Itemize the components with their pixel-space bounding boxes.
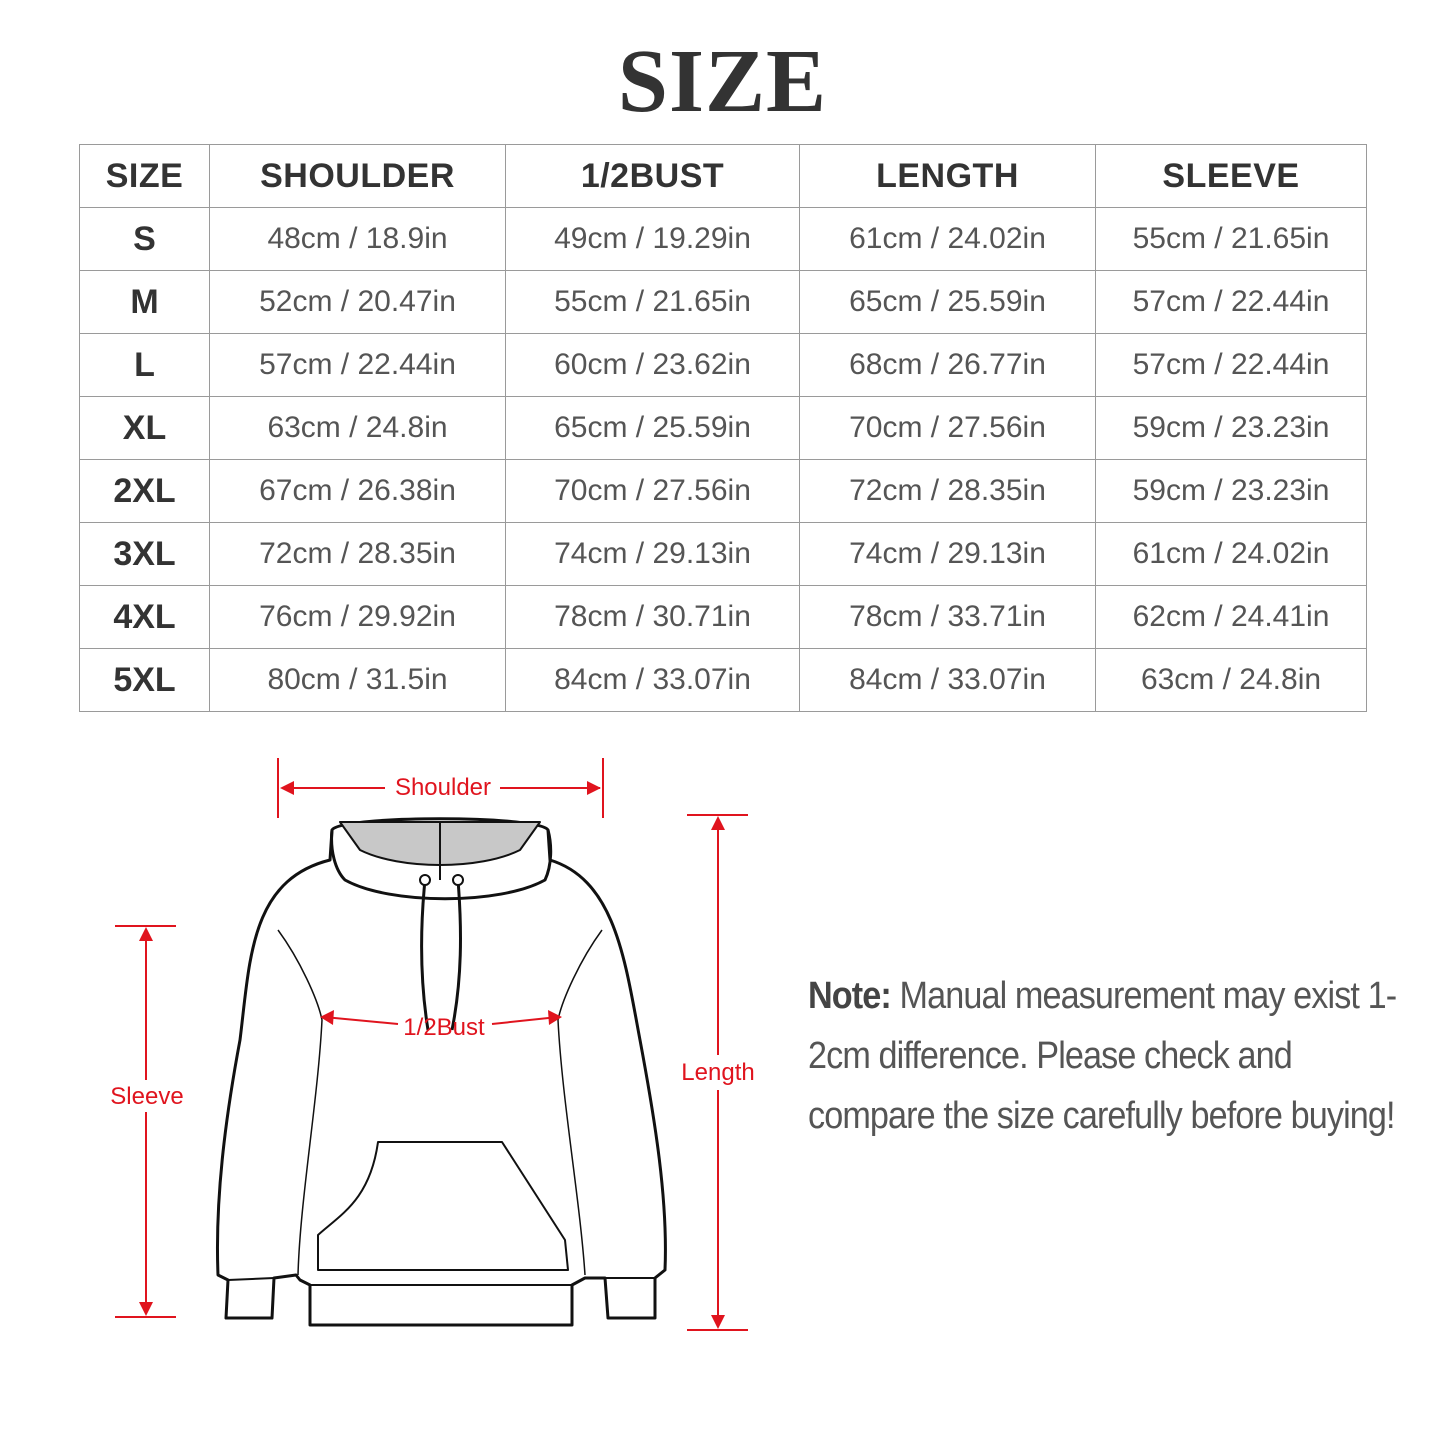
note-label: Note: bbox=[808, 975, 892, 1017]
cell-shoulder: 48cm / 18.9in bbox=[209, 207, 506, 271]
cell-size: 4XL bbox=[79, 585, 210, 649]
cell-bust: 65cm / 25.59in bbox=[505, 396, 800, 460]
cell-shoulder: 76cm / 29.92in bbox=[209, 585, 506, 649]
cell-sleeve: 55cm / 21.65in bbox=[1095, 207, 1367, 271]
cell-sleeve: 59cm / 23.23in bbox=[1095, 396, 1367, 460]
table-header-row: SIZE SHOULDER 1/2BUST LENGTH SLEEVE bbox=[79, 144, 1367, 208]
cell-length: 84cm / 33.07in bbox=[799, 648, 1096, 712]
cell-bust: 55cm / 21.65in bbox=[505, 270, 800, 334]
cell-shoulder: 67cm / 26.38in bbox=[209, 459, 506, 523]
table-row: M 52cm / 20.47in 55cm / 21.65in 65cm / 25.5… bbox=[79, 270, 1367, 334]
cell-length: 78cm / 33.71in bbox=[799, 585, 1096, 649]
measurement-lines bbox=[115, 758, 748, 1331]
cell-size: M bbox=[79, 270, 210, 334]
table-row: L 57cm / 22.44in 60cm / 23.62in 68cm / 26.7… bbox=[79, 333, 1367, 397]
cell-sleeve: 57cm / 22.44in bbox=[1095, 270, 1367, 334]
cell-size: 3XL bbox=[79, 522, 210, 586]
hoodie-outline bbox=[215, 817, 667, 1327]
cell-bust: 49cm / 19.29in bbox=[505, 207, 800, 271]
cell-sleeve: 63cm / 24.8in bbox=[1095, 648, 1367, 712]
cell-length: 61cm / 24.02in bbox=[799, 207, 1096, 271]
bust-label: 1/2Bust bbox=[403, 1014, 485, 1041]
table-row: 2XL 67cm / 26.38in 70cm / 27.56in 72cm / 28… bbox=[79, 459, 1367, 523]
sleeve-label: Sleeve bbox=[110, 1083, 183, 1110]
cell-shoulder: 52cm / 20.47in bbox=[209, 270, 506, 334]
note-text: Manual measurement may exist 1-2cm diffe… bbox=[808, 975, 1397, 1137]
header-sleeve: SLEEVE bbox=[1095, 144, 1367, 208]
cell-bust: 70cm / 27.56in bbox=[505, 459, 800, 523]
cell-length: 70cm / 27.56in bbox=[799, 396, 1096, 460]
size-table: SIZE SHOULDER 1/2BUST LENGTH SLEEVE S 48c… bbox=[79, 144, 1367, 712]
cell-size: L bbox=[79, 333, 210, 397]
header-size: SIZE bbox=[79, 144, 210, 208]
cell-length: 65cm / 25.59in bbox=[799, 270, 1096, 334]
cell-bust: 60cm / 23.62in bbox=[505, 333, 800, 397]
note: Note: Manual measurement may exist 1-2cm… bbox=[808, 966, 1420, 1146]
header-shoulder: SHOULDER bbox=[209, 144, 506, 208]
table-row: S 48cm / 18.9in 49cm / 19.29in 61cm / 24.02… bbox=[79, 207, 1367, 271]
header-bust: 1/2BUST bbox=[505, 144, 800, 208]
table-row: 3XL 72cm / 28.35in 74cm / 29.13in 74cm / 29… bbox=[79, 522, 1367, 586]
cell-shoulder: 72cm / 28.35in bbox=[209, 522, 506, 586]
table-row: XL 63cm / 24.8in 65cm / 25.59in 70cm / 27.5… bbox=[79, 396, 1367, 460]
cell-size: 2XL bbox=[79, 459, 210, 523]
cell-length: 72cm / 28.35in bbox=[799, 459, 1096, 523]
cell-length: 74cm / 29.13in bbox=[799, 522, 1096, 586]
cell-size: XL bbox=[79, 396, 210, 460]
page-title: SIZE bbox=[617, 32, 828, 131]
cell-shoulder: 57cm / 22.44in bbox=[209, 333, 506, 397]
cell-shoulder: 80cm / 31.5in bbox=[209, 648, 506, 712]
shoulder-label: Shoulder bbox=[395, 774, 491, 801]
cell-bust: 78cm / 30.71in bbox=[505, 585, 800, 649]
length-label: Length bbox=[681, 1059, 754, 1086]
cell-sleeve: 57cm / 22.44in bbox=[1095, 333, 1367, 397]
cell-bust: 74cm / 29.13in bbox=[505, 522, 800, 586]
table-row: 4XL 76cm / 29.92in 78cm / 30.71in 78cm / 33… bbox=[79, 585, 1367, 649]
cell-sleeve: 61cm / 24.02in bbox=[1095, 522, 1367, 586]
hoodie-diagram: Shoulder 1/2Bust Length Sleeve bbox=[110, 758, 755, 1331]
table-row: 5XL 80cm / 31.5in 84cm / 33.07in 84cm / 33.… bbox=[79, 648, 1367, 712]
cell-sleeve: 62cm / 24.41in bbox=[1095, 585, 1367, 649]
header-length: LENGTH bbox=[799, 144, 1096, 208]
cell-sleeve: 59cm / 23.23in bbox=[1095, 459, 1367, 523]
cell-size: 5XL bbox=[79, 648, 210, 712]
cell-shoulder: 63cm / 24.8in bbox=[209, 396, 506, 460]
cell-length: 68cm / 26.77in bbox=[799, 333, 1096, 397]
cell-size: S bbox=[79, 207, 210, 271]
cell-bust: 84cm / 33.07in bbox=[505, 648, 800, 712]
